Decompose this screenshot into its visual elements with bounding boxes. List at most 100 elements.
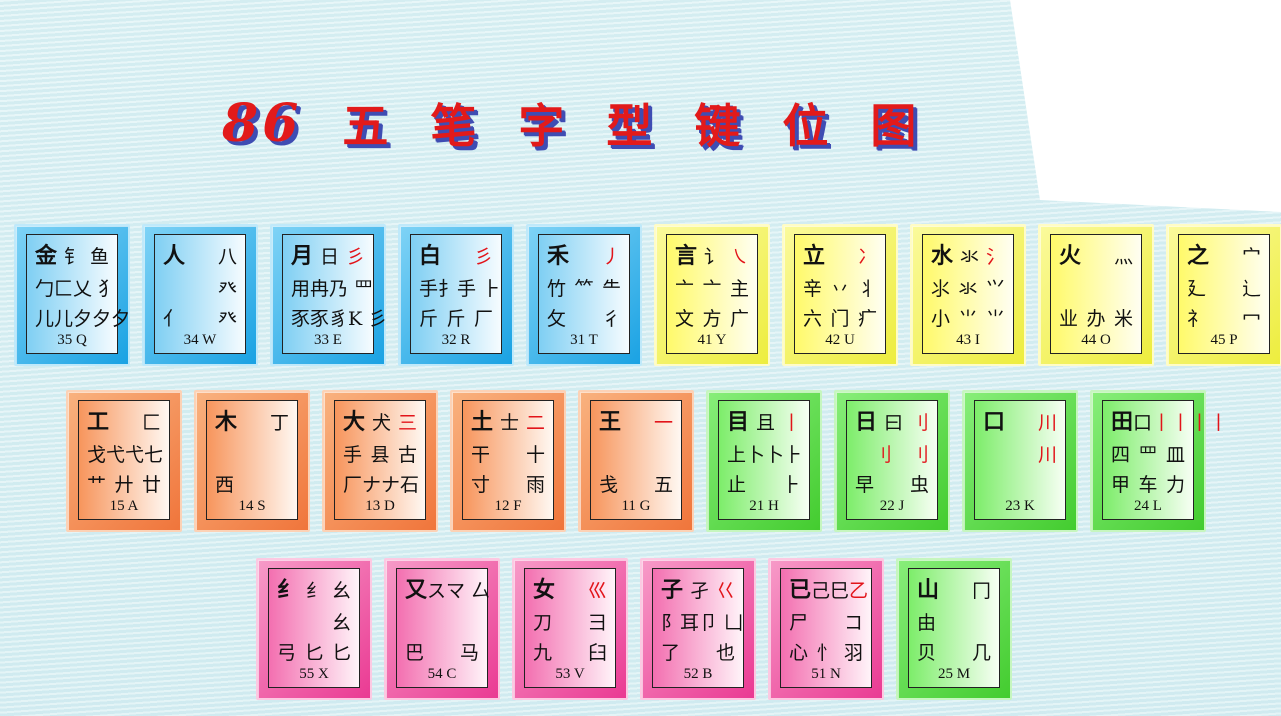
- key-radical: 古: [397, 444, 417, 466]
- key-p[interactable]: 之宀廴辶礻冖 45 P: [1166, 224, 1281, 366]
- key-face: 王一戋五 11 G: [590, 400, 682, 520]
- key-radical: 鱼: [89, 246, 109, 268]
- key-f[interactable]: 土士二干十寸雨 12 F: [450, 390, 566, 532]
- key-w[interactable]: 人八癶亻癶 34 W: [142, 224, 258, 366]
- key-radical: 宀: [1241, 246, 1261, 268]
- key-v[interactable]: 女巛刀彐九臼 53 V: [512, 558, 628, 700]
- key-e[interactable]: 月日彡用冉乃 罒豕豕豸 K 彡 33 E: [270, 224, 387, 366]
- key-row: 巴马: [405, 641, 479, 665]
- key-face: 言讠㇏亠亠主文方广 41 Y: [666, 234, 758, 354]
- key-h[interactable]: 目且丨上卜卜⺊止⺊ 21 H: [706, 390, 822, 532]
- key-radical: 四: [1111, 444, 1131, 466]
- key-radical: 寸: [471, 474, 491, 496]
- key-radical: 臼: [587, 642, 607, 664]
- key-row: 文方广: [675, 307, 749, 331]
- key-c[interactable]: 又スマ 厶巴马 54 C: [384, 558, 500, 700]
- key-face: 山冂由贝几 25 M: [908, 568, 1000, 688]
- key-radical: 县: [370, 444, 390, 466]
- key-radical: 止: [727, 474, 747, 496]
- key-radical: 亻: [163, 308, 183, 330]
- key-label: 45 P: [1210, 332, 1238, 348]
- title-char-5: 键: [694, 99, 741, 153]
- key-k[interactable]: 口川川 23 K: [962, 390, 1078, 532]
- key-radical: 罒: [1138, 444, 1158, 466]
- key-row: 贝几: [917, 641, 991, 665]
- key-b[interactable]: 子孑巜阝耳卩 凵了也 52 B: [640, 558, 756, 700]
- key-row: 手扌手 ⺊: [419, 277, 501, 301]
- key-radical: 匕: [331, 642, 351, 664]
- key-label: 51 N: [811, 666, 841, 682]
- key-radical: 用: [291, 278, 311, 300]
- key-u[interactable]: 立冫辛丷丬六门疒 42 U: [782, 224, 898, 366]
- title-char-4: 型: [606, 99, 653, 153]
- key-main-radical: 月: [291, 244, 314, 269]
- key-a[interactable]: 工匚戈弋弋七艹廾廿 15 A: [66, 390, 182, 532]
- title-char-2: 笔: [430, 99, 477, 153]
- key-radical: 斤: [446, 308, 466, 330]
- key-s[interactable]: 木丁西 14 S: [194, 390, 310, 532]
- key-radical: 冖: [1241, 308, 1261, 330]
- title-char-1: 五: [342, 99, 389, 153]
- key-radical: 八: [217, 246, 237, 268]
- key-radical: 勹: [35, 278, 55, 300]
- key-row: 艹廾廿: [87, 473, 161, 497]
- key-m[interactable]: 山冂由贝几 25 M: [896, 558, 1012, 700]
- key-l[interactable]: 田口丨丨丨丨四罒皿甲车力 24 L: [1090, 390, 1228, 532]
- key-radical: 甲: [1111, 474, 1131, 496]
- key-x[interactable]: 纟纟幺幺弓匕匕 55 X: [256, 558, 372, 700]
- key-radical: 办: [1086, 308, 1106, 330]
- key-radical: 二: [525, 412, 545, 434]
- key-label: 42 U: [825, 332, 855, 348]
- key-row: 言讠㇏: [675, 245, 749, 269]
- key-radical: 丨丨丨丨: [1152, 412, 1229, 434]
- key-label: 15 A: [109, 498, 139, 514]
- key-row: 小⺌⺌: [931, 307, 1005, 331]
- key-j[interactable]: 日曰刂刂刂早虫 22 J: [834, 390, 950, 532]
- key-radical: 氵: [985, 246, 1005, 268]
- key-row: 厂ナナ石: [343, 473, 419, 497]
- key-row: 刂刂: [855, 443, 929, 467]
- key-n[interactable]: 已己巳乙尸コ心忄羽 51 N: [768, 558, 884, 700]
- key-radical: 九: [533, 642, 553, 664]
- key-face: 水氺氵⺢氺⺍小⺌⺌ 43 I: [922, 234, 1014, 354]
- key-i[interactable]: 水氺氵⺢氺⺍小⺌⺌ 43 I: [910, 224, 1026, 366]
- key-radical: 马: [459, 642, 479, 664]
- key-face: 月日彡用冉乃 罒豕豕豸 K 彡 33 E: [282, 234, 387, 354]
- key-radical: 耳: [680, 612, 700, 634]
- key-row: 斤斤厂: [419, 307, 493, 331]
- key-row: 亠亠主: [675, 277, 749, 301]
- key-label: 22 J: [879, 498, 905, 514]
- key-row: 白彡: [419, 245, 493, 269]
- key-radical: 且: [755, 412, 775, 434]
- key-row: 工匚: [87, 411, 161, 435]
- key-radical: 了: [661, 642, 681, 664]
- key-row: 刀彐: [533, 611, 607, 635]
- key-row: 止⺊: [727, 473, 801, 497]
- key-y[interactable]: 言讠㇏亠亠主文方广 41 Y: [654, 224, 770, 366]
- key-main-radical: 王: [599, 410, 622, 435]
- key-radical: 癶: [217, 278, 237, 300]
- key-q[interactable]: 金钅鱼勹匚乂 犭儿儿 夕夕夕 35 Q: [14, 224, 130, 366]
- key-radical: 刂: [872, 444, 892, 466]
- key-row: 儿儿 夕夕夕: [35, 307, 130, 331]
- key-radical: 廿: [141, 474, 161, 496]
- key-o[interactable]: 火灬业办米 44 O: [1038, 224, 1154, 366]
- key-d[interactable]: 大犬三手县古厂ナナ石 13 D: [322, 390, 438, 532]
- key-t[interactable]: 禾丿竹⺮⺧攵彳 31 T: [526, 224, 642, 366]
- key-label: 33 E: [314, 332, 342, 348]
- key-radical: 厂: [343, 474, 363, 496]
- key-row: 子孑巜: [661, 579, 735, 603]
- key-row: 幺: [277, 611, 351, 635]
- key-radical: 广: [729, 308, 749, 330]
- key-radical: 夕夕夕: [73, 308, 131, 330]
- key-radical: 氺: [959, 246, 979, 268]
- key-radical: 弓: [277, 642, 297, 664]
- title-number: 86: [222, 92, 303, 154]
- key-radical: 卜卜: [746, 444, 785, 466]
- key-row: 上卜卜⺊: [727, 443, 803, 467]
- key-radical: 匚: [54, 278, 74, 300]
- key-radical: 川: [1037, 444, 1057, 466]
- key-row: ⺢氺⺍: [931, 277, 1005, 301]
- key-g[interactable]: 王一戋五 11 G: [578, 390, 694, 532]
- key-r[interactable]: 白彡手扌手 ⺊斤斤厂 32 R: [398, 224, 514, 366]
